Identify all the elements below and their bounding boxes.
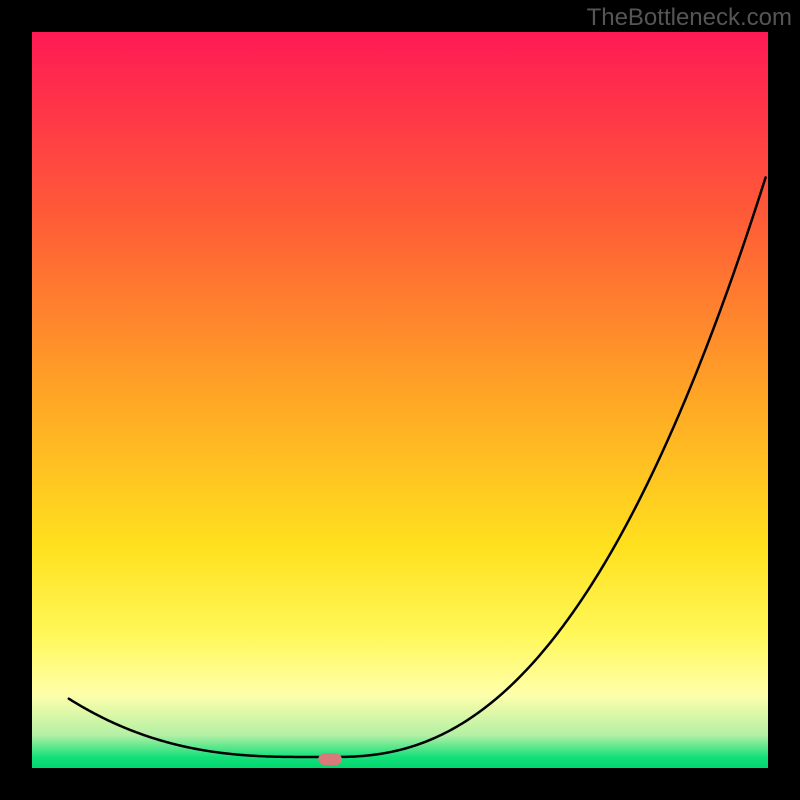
- watermark-text: TheBottleneck.com: [587, 4, 792, 32]
- outer-frame: [0, 0, 800, 800]
